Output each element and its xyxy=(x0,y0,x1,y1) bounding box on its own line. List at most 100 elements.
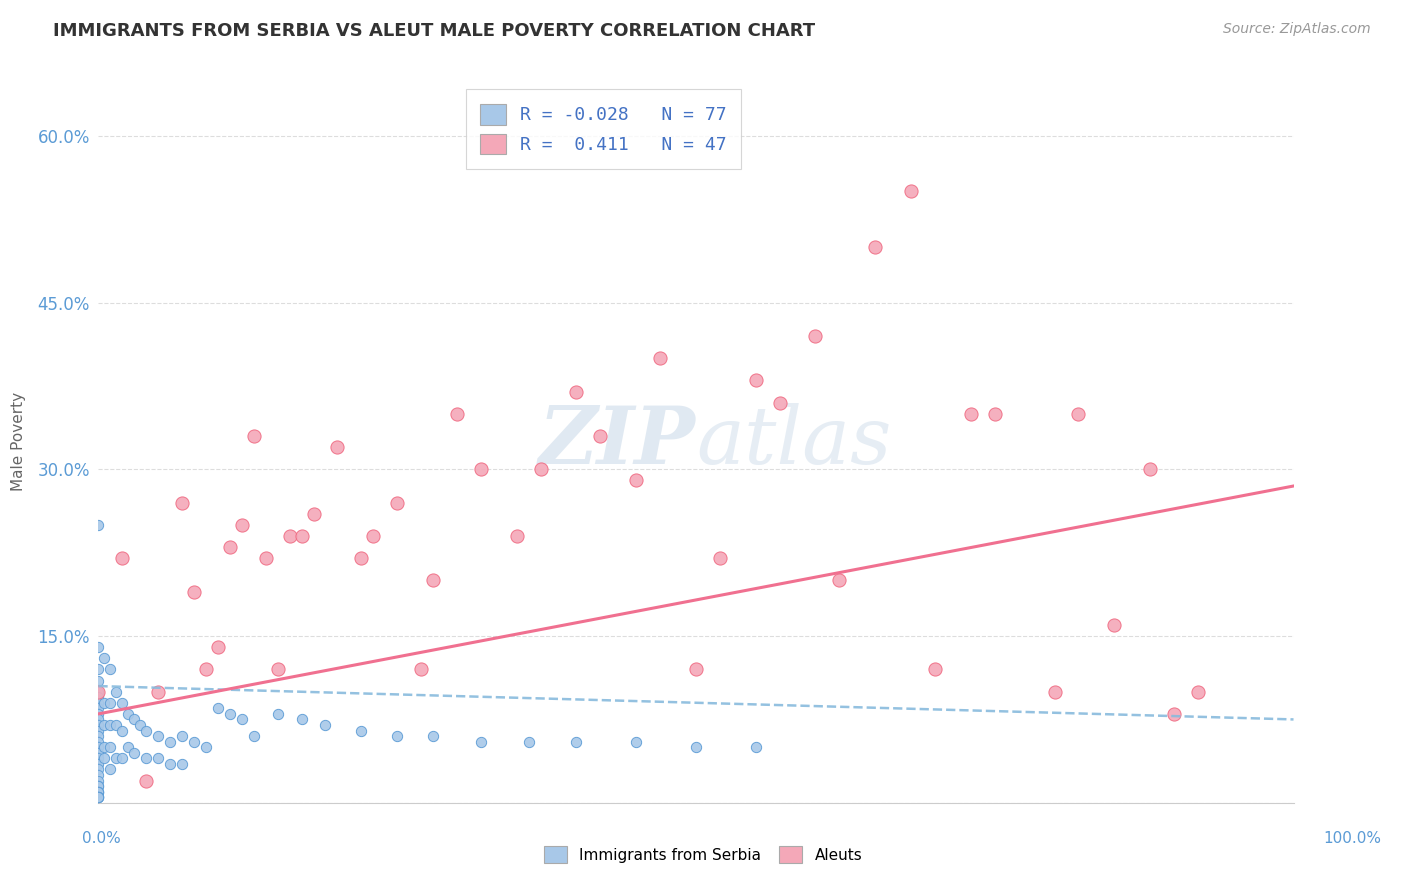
Point xyxy=(87,684,110,698)
Point xyxy=(159,734,181,748)
Point xyxy=(207,640,229,655)
Point xyxy=(93,718,115,732)
Point xyxy=(98,718,122,732)
Point xyxy=(195,662,218,676)
Point xyxy=(278,529,301,543)
Point xyxy=(87,779,110,793)
Point xyxy=(804,329,827,343)
Point xyxy=(446,407,468,421)
Point xyxy=(111,723,134,738)
Point xyxy=(87,713,110,727)
Point xyxy=(350,723,373,738)
Text: 100.0%: 100.0% xyxy=(1323,831,1382,846)
Point xyxy=(135,723,157,738)
Point xyxy=(87,790,110,805)
Point xyxy=(172,756,194,771)
Point xyxy=(111,696,134,710)
Point xyxy=(960,407,983,421)
Point xyxy=(124,713,146,727)
Legend: R = -0.028   N = 77, R =  0.411   N = 47: R = -0.028 N = 77, R = 0.411 N = 47 xyxy=(465,89,741,169)
Point xyxy=(105,751,128,765)
Point xyxy=(768,395,790,409)
Point xyxy=(709,551,731,566)
Point xyxy=(411,662,433,676)
Point xyxy=(1139,462,1161,476)
Point xyxy=(148,729,170,743)
Point xyxy=(87,696,110,710)
Point xyxy=(422,729,444,743)
Point xyxy=(1104,618,1126,632)
Point xyxy=(565,734,588,748)
Point xyxy=(87,790,110,805)
Point xyxy=(626,474,648,488)
Point xyxy=(565,384,588,399)
Point xyxy=(1187,684,1209,698)
Point xyxy=(626,734,648,748)
Point xyxy=(87,734,110,748)
Point xyxy=(745,373,768,387)
Point xyxy=(87,684,110,698)
Point xyxy=(87,756,110,771)
Point xyxy=(685,662,707,676)
Point xyxy=(1043,684,1066,698)
Point xyxy=(172,496,194,510)
Point xyxy=(98,696,122,710)
Point xyxy=(302,507,325,521)
Y-axis label: Male Poverty: Male Poverty xyxy=(11,392,27,491)
Point xyxy=(231,713,253,727)
Point xyxy=(745,740,768,755)
Point xyxy=(648,351,672,366)
Point xyxy=(517,734,540,748)
Point xyxy=(87,701,110,715)
Point xyxy=(98,662,122,676)
Point xyxy=(900,185,922,199)
Point xyxy=(385,496,409,510)
Point xyxy=(117,706,139,721)
Point xyxy=(129,718,152,732)
Point xyxy=(326,440,349,454)
Point xyxy=(207,701,229,715)
Point xyxy=(105,718,128,732)
Point xyxy=(1163,706,1185,721)
Point xyxy=(93,696,115,710)
Point xyxy=(87,773,110,788)
Point xyxy=(87,768,110,782)
Point xyxy=(87,763,110,777)
Point xyxy=(135,751,157,765)
Point xyxy=(219,540,242,554)
Point xyxy=(98,740,122,755)
Point xyxy=(291,713,314,727)
Point xyxy=(111,551,134,566)
Point xyxy=(87,729,110,743)
Point xyxy=(124,746,146,760)
Point xyxy=(589,429,612,443)
Legend: Immigrants from Serbia, Aleuts: Immigrants from Serbia, Aleuts xyxy=(536,838,870,871)
Point xyxy=(87,673,110,688)
Point xyxy=(865,240,887,254)
Text: IMMIGRANTS FROM SERBIA VS ALEUT MALE POVERTY CORRELATION CHART: IMMIGRANTS FROM SERBIA VS ALEUT MALE POV… xyxy=(53,22,815,40)
Point xyxy=(267,706,290,721)
Point xyxy=(148,751,170,765)
Point xyxy=(924,662,946,676)
Point xyxy=(111,751,134,765)
Point xyxy=(87,785,110,799)
Text: Source: ZipAtlas.com: Source: ZipAtlas.com xyxy=(1223,22,1371,37)
Point xyxy=(148,684,170,698)
Point xyxy=(87,785,110,799)
Point xyxy=(117,740,139,755)
Text: ZIP: ZIP xyxy=(538,403,696,480)
Point xyxy=(350,551,373,566)
Point xyxy=(87,740,110,755)
Point xyxy=(685,740,707,755)
Point xyxy=(470,734,492,748)
Point xyxy=(422,574,444,588)
Point xyxy=(315,718,337,732)
Point xyxy=(93,751,115,765)
Point xyxy=(219,706,242,721)
Point xyxy=(195,740,218,755)
Point xyxy=(530,462,553,476)
Point xyxy=(506,529,529,543)
Point xyxy=(363,529,385,543)
Point xyxy=(828,574,851,588)
Text: 0.0%: 0.0% xyxy=(82,831,121,846)
